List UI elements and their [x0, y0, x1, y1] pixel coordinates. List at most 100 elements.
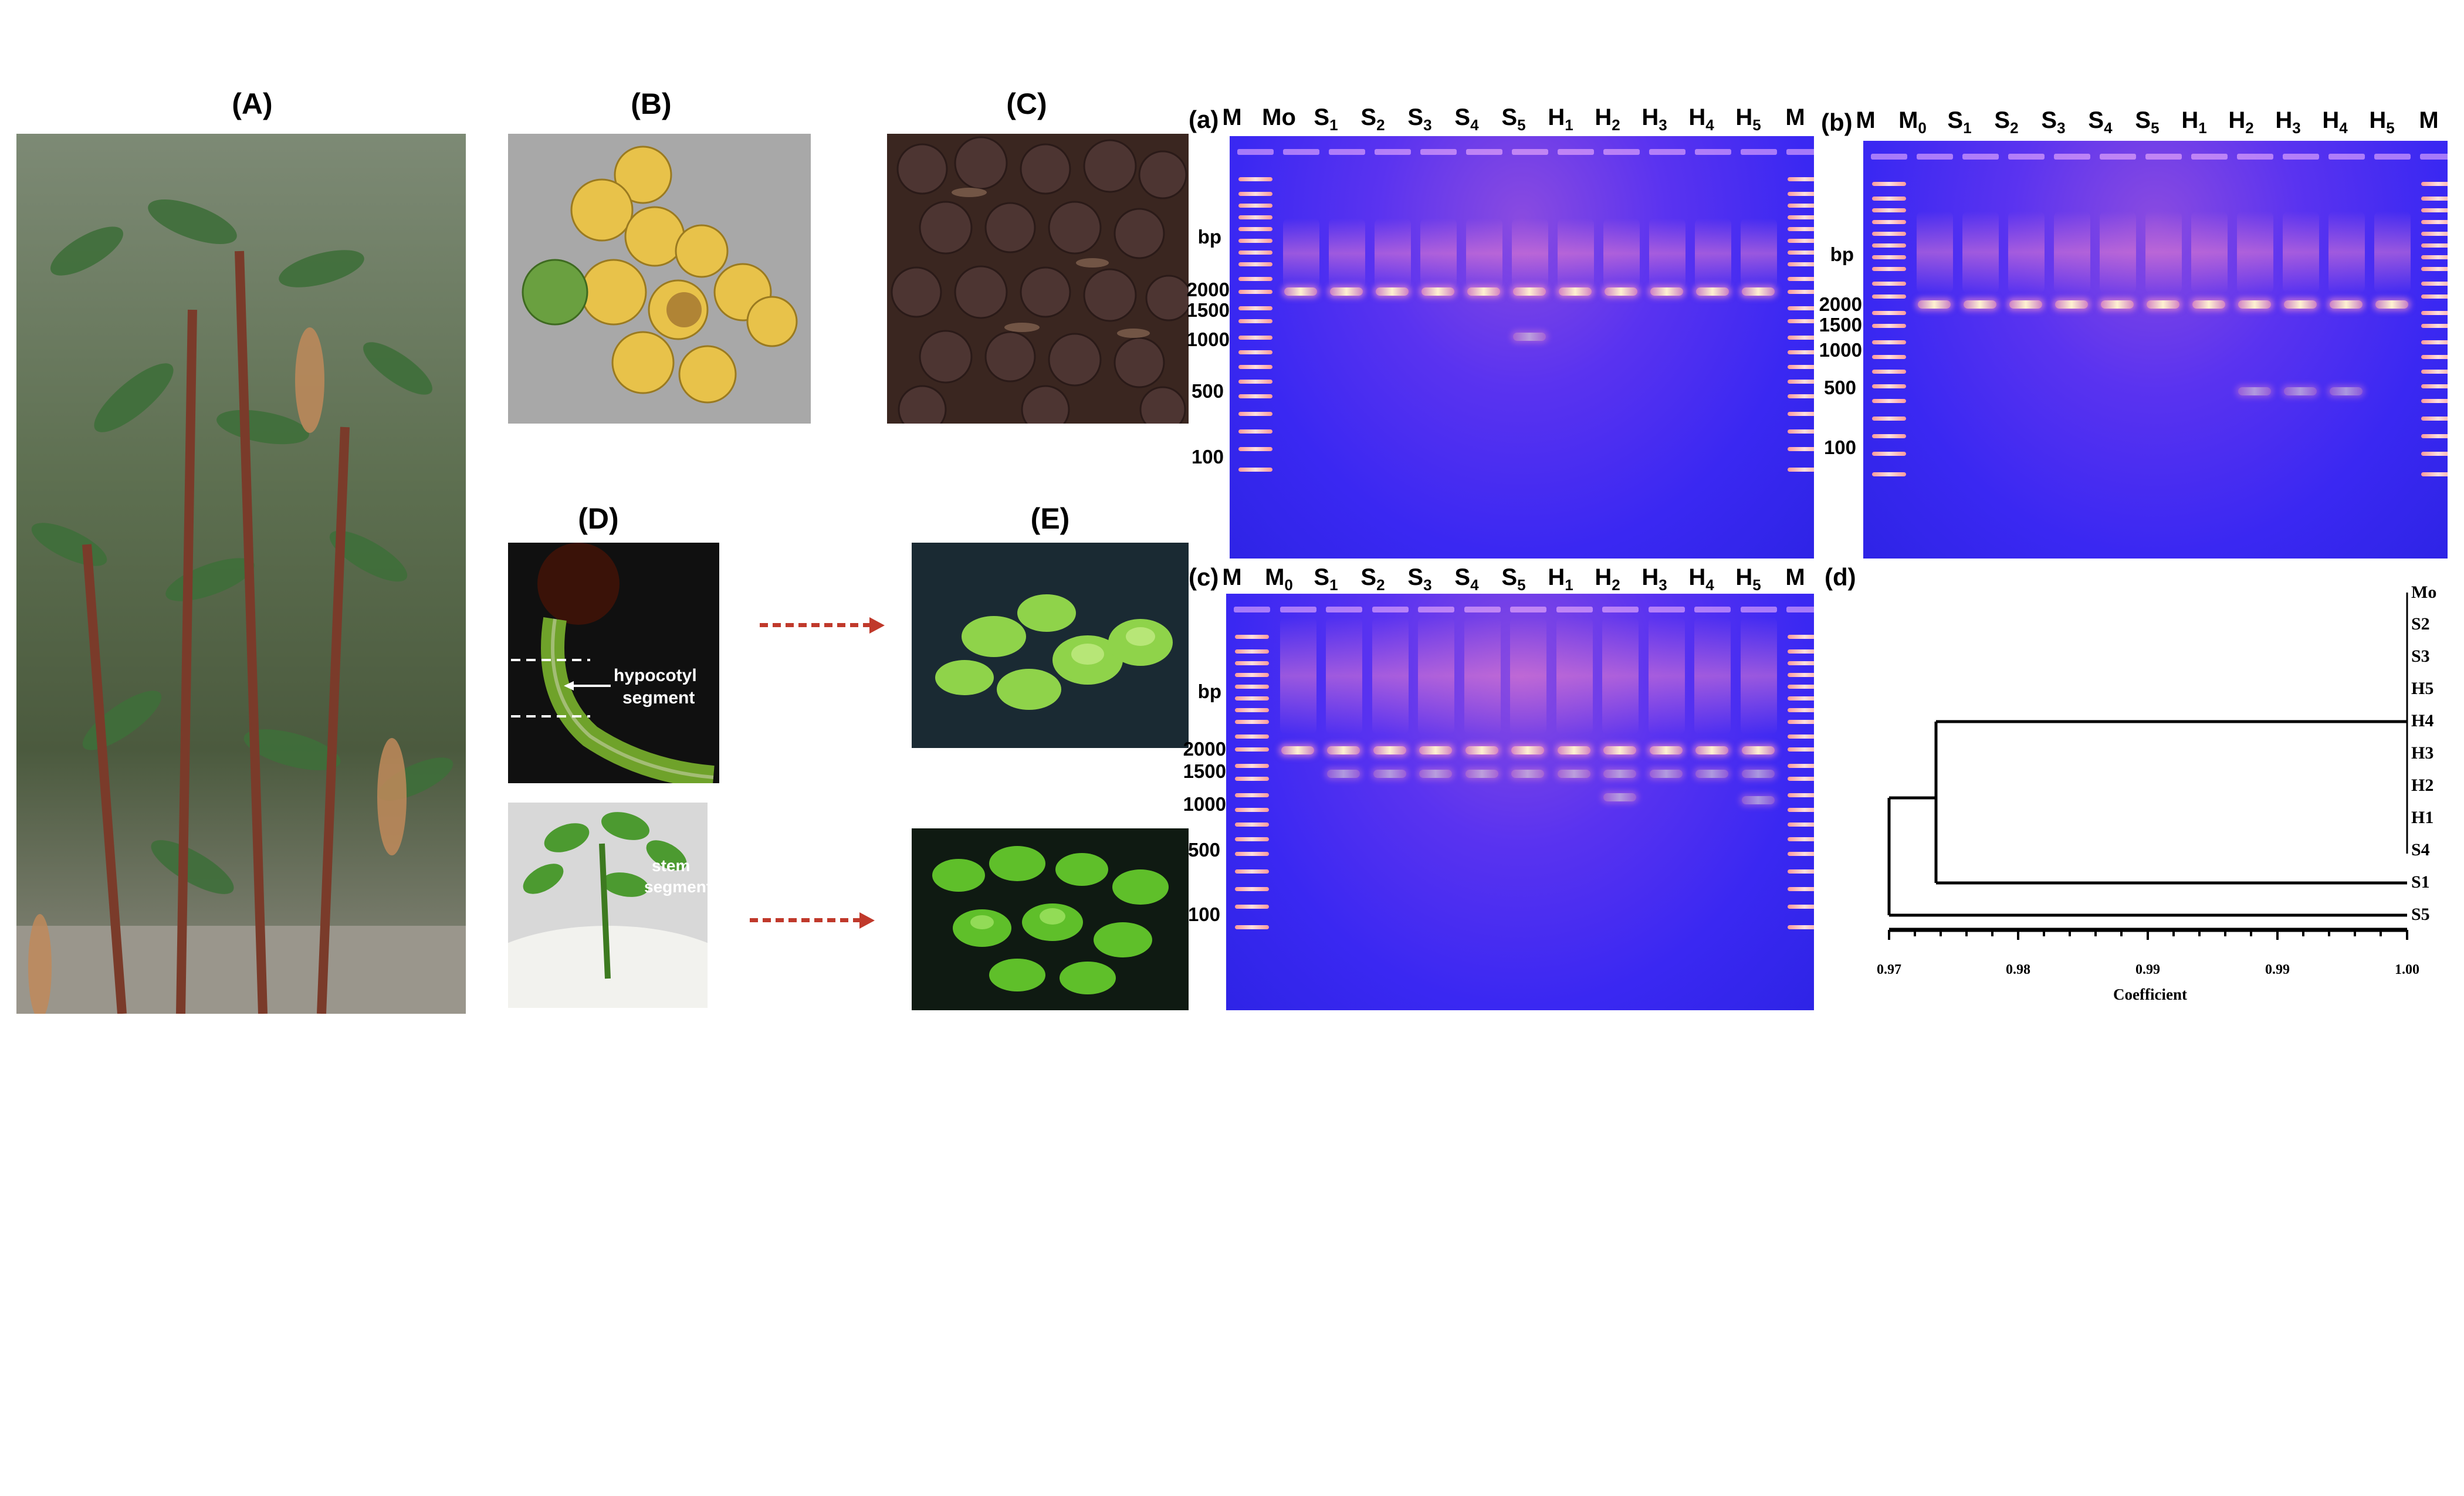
lane-label-M: M [1785, 104, 1805, 130]
gel-well [1556, 607, 1593, 612]
ladder-band [1788, 429, 1814, 434]
lane-smear [2283, 211, 2319, 293]
dendro-leaf-H1: H1 [2411, 808, 2434, 827]
ladder-band [2421, 434, 2448, 438]
dna-band [2375, 300, 2408, 309]
dendro-leaf-Mo: Mo [2411, 583, 2437, 602]
ladder-band [1238, 177, 1272, 181]
gel-well [1695, 149, 1731, 155]
lane-smear [1375, 218, 1411, 289]
ladder-band [1872, 295, 1906, 299]
ladder-band [1238, 336, 1272, 340]
ladder-band [1788, 777, 1814, 781]
lane-smear [1372, 617, 1409, 735]
dendro-leaf-S2: S2 [2411, 614, 2430, 634]
dendro-leaf-S1: S1 [2411, 872, 2430, 892]
lane-label-H4: H4 [1688, 564, 1714, 594]
ladder-band [1788, 764, 1814, 768]
lane-smear [2145, 211, 2182, 293]
panel-label-a: (a) [1189, 106, 1219, 133]
lane-label-S3: S3 [1407, 104, 1432, 134]
lane-label-H4: H4 [2322, 107, 2348, 137]
panel-label-D: (D) [578, 502, 619, 535]
lane-smear [1510, 617, 1546, 735]
lane-label-H4: H4 [1688, 104, 1714, 134]
lane-smear [2191, 211, 2228, 293]
lane-label-H2: H2 [1595, 564, 1620, 594]
ladder-band [1872, 255, 1906, 259]
ladder-band [1788, 837, 1814, 841]
ladder-band [1235, 905, 1269, 909]
dna-band [1696, 287, 1729, 296]
ladder-band [1238, 394, 1272, 398]
dna-band-secondary [2330, 387, 2363, 395]
ladder-band [1788, 649, 1814, 654]
ladder-band [1238, 365, 1272, 369]
lane-label-S2: S2 [1994, 107, 2019, 137]
ladder-band [1788, 350, 1814, 354]
ladder-band [2421, 452, 2448, 456]
ladder-band [1238, 215, 1272, 219]
dendro-leaf-H2: H2 [2411, 776, 2434, 795]
ladder-band [2421, 208, 2448, 212]
panel-label-c: (c) [1189, 563, 1219, 591]
ladder-band [1788, 635, 1814, 639]
gel-well [1329, 149, 1365, 155]
lane-label-M: M [1222, 564, 1242, 590]
panel-label-C: (C) [1006, 87, 1047, 120]
ladder-band [2421, 370, 2448, 374]
ladder-band [1872, 267, 1906, 271]
ladder-band [2421, 417, 2448, 421]
lane-smear [2328, 211, 2365, 293]
ladder-band [1872, 311, 1906, 315]
gel-a-bp-1000: 1000 [1186, 329, 1230, 350]
ladder-band [1788, 793, 1814, 797]
gel-well [1418, 607, 1454, 612]
dna-band-secondary [1511, 770, 1544, 778]
dna-band [1376, 287, 1409, 296]
axis-tick-4: 1.00 [2395, 962, 2419, 977]
lane-smear [1649, 218, 1685, 289]
photo-stem: stem segment [508, 803, 708, 1008]
ladder-band [1238, 192, 1272, 196]
ladder-band [1872, 220, 1906, 224]
dna-band [1373, 746, 1406, 754]
ladder-band [1872, 232, 1906, 236]
dna-band [2009, 300, 2042, 309]
dna-band-secondary [1513, 333, 1546, 341]
lane-label-S3: S3 [2041, 107, 2066, 137]
dna-band [2055, 300, 2088, 309]
dna-band [1281, 746, 1314, 754]
gel-well [1375, 149, 1411, 155]
gel-well [1510, 607, 1546, 612]
ladder-band [2421, 182, 2448, 186]
gel-well [1280, 607, 1316, 612]
dendro-leaf-S5: S5 [2411, 905, 2430, 924]
dendrogram [1887, 593, 2408, 940]
panel-label-B: (B) [631, 87, 672, 120]
lane-smear [1556, 617, 1593, 735]
dna-band-secondary [1695, 770, 1728, 778]
panel-label-A: (A) [232, 87, 273, 120]
gel-a-bp-1500: 1500 [1186, 299, 1230, 321]
lane-smear [1420, 218, 1457, 289]
lane-label-S4: S4 [1454, 104, 1479, 134]
lane-label-S1: S1 [1947, 107, 1972, 137]
dna-band [1603, 746, 1636, 754]
ladder-band [1235, 708, 1269, 712]
lane-smear [1962, 211, 1999, 293]
gel-well [1648, 607, 1685, 612]
lane-label-S4: S4 [2088, 107, 2113, 137]
dna-band [1421, 287, 1454, 296]
lane-smear [1280, 617, 1316, 735]
ladder-band [1238, 239, 1272, 243]
lane-smear [1464, 617, 1501, 735]
dna-band [1559, 287, 1592, 296]
ladder-band [1788, 708, 1814, 712]
ladder-band [1872, 399, 1906, 403]
ladder-band [2421, 399, 2448, 403]
ladder-band [1872, 384, 1906, 388]
gel-well [1464, 607, 1501, 612]
ladder-band [1872, 472, 1906, 476]
lane-smear [2054, 211, 2090, 293]
